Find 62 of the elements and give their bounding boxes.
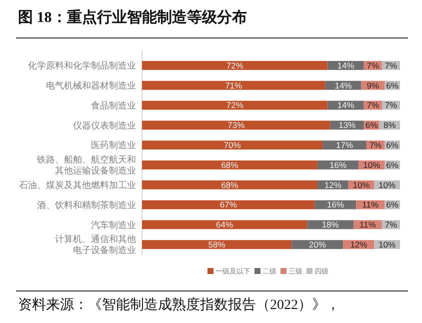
data-label: 72%: [226, 60, 244, 70]
data-label: 6%: [386, 160, 399, 170]
y-tick-label: 计算机、通信和其他电子设备制造业: [55, 234, 136, 256]
data-label: 10%: [352, 180, 370, 190]
data-label: 17%: [336, 140, 354, 150]
y-tick-label: 铁路、船舶、航空航天和其他运输设备制造业: [36, 154, 136, 176]
data-label: 7%: [384, 60, 398, 70]
y-tick-label: 酒、饮料和精制茶制造业: [37, 200, 136, 210]
data-label: 12%: [324, 180, 342, 190]
data-label: 7%: [384, 220, 398, 230]
bar: [142, 240, 292, 250]
data-label: 7%: [366, 60, 380, 70]
data-label: 11%: [362, 200, 379, 210]
bar: [142, 60, 328, 70]
data-label: 14%: [337, 100, 355, 110]
data-label: 6%: [386, 140, 399, 150]
data-label: 10%: [378, 180, 396, 190]
data-label: 10%: [363, 160, 381, 170]
bar: [142, 80, 326, 90]
data-label: 16%: [326, 200, 344, 210]
data-label: 67%: [220, 200, 238, 210]
chart-title: 图 18：重点行业智能制造等级分布: [18, 9, 247, 26]
y-tick-label: 电气机械和器材制造业: [46, 80, 136, 90]
y-tick-label: 石油、煤炭及其他燃料加工业: [19, 180, 136, 190]
data-label: 11%: [360, 220, 376, 230]
data-label: 12%: [350, 240, 368, 250]
data-label: 68%: [221, 160, 239, 170]
data-label: 6%: [386, 200, 399, 210]
data-label: 20%: [308, 240, 326, 250]
data-label: 58%: [208, 240, 226, 250]
data-label: 10%: [378, 240, 396, 250]
data-label: 7%: [366, 100, 380, 110]
data-label: 9%: [366, 80, 380, 90]
bar: [142, 100, 328, 110]
data-label: 16%: [330, 160, 348, 170]
y-tick-label: 化学原料和化学制品制造业: [28, 60, 136, 71]
text: 资料来源：《智能制造成熟度指数报告（2022）》，: [18, 297, 340, 313]
data-label: 8%: [384, 120, 396, 130]
data-label: 6%: [386, 80, 399, 90]
data-label: 72%: [226, 100, 244, 110]
data-label: 68%: [221, 180, 239, 190]
y-tick-label: 食品制造业: [91, 100, 136, 110]
bar: [142, 180, 318, 190]
data-label: 7%: [384, 100, 398, 110]
bar: [142, 160, 318, 170]
data-label: 18%: [322, 220, 340, 230]
data-label: 13%: [338, 120, 356, 130]
y-tick-label: 汽车制造业: [91, 220, 136, 230]
data-label: 6%: [365, 120, 378, 130]
bar: [142, 120, 330, 130]
data-label: 7%: [369, 140, 382, 150]
bar: [142, 200, 315, 210]
bar: [142, 220, 308, 230]
data-label: 64%: [216, 220, 234, 230]
data-label: 71%: [225, 80, 243, 90]
y-tick-label: 仪器仪表制造业: [73, 120, 136, 130]
bar: [142, 140, 323, 150]
data-label: 14%: [337, 60, 355, 70]
data-label: 70%: [224, 140, 242, 150]
data-label: 14%: [334, 80, 352, 90]
data-label: 73%: [228, 120, 246, 130]
y-tick-label: 医药制造业: [91, 140, 136, 150]
